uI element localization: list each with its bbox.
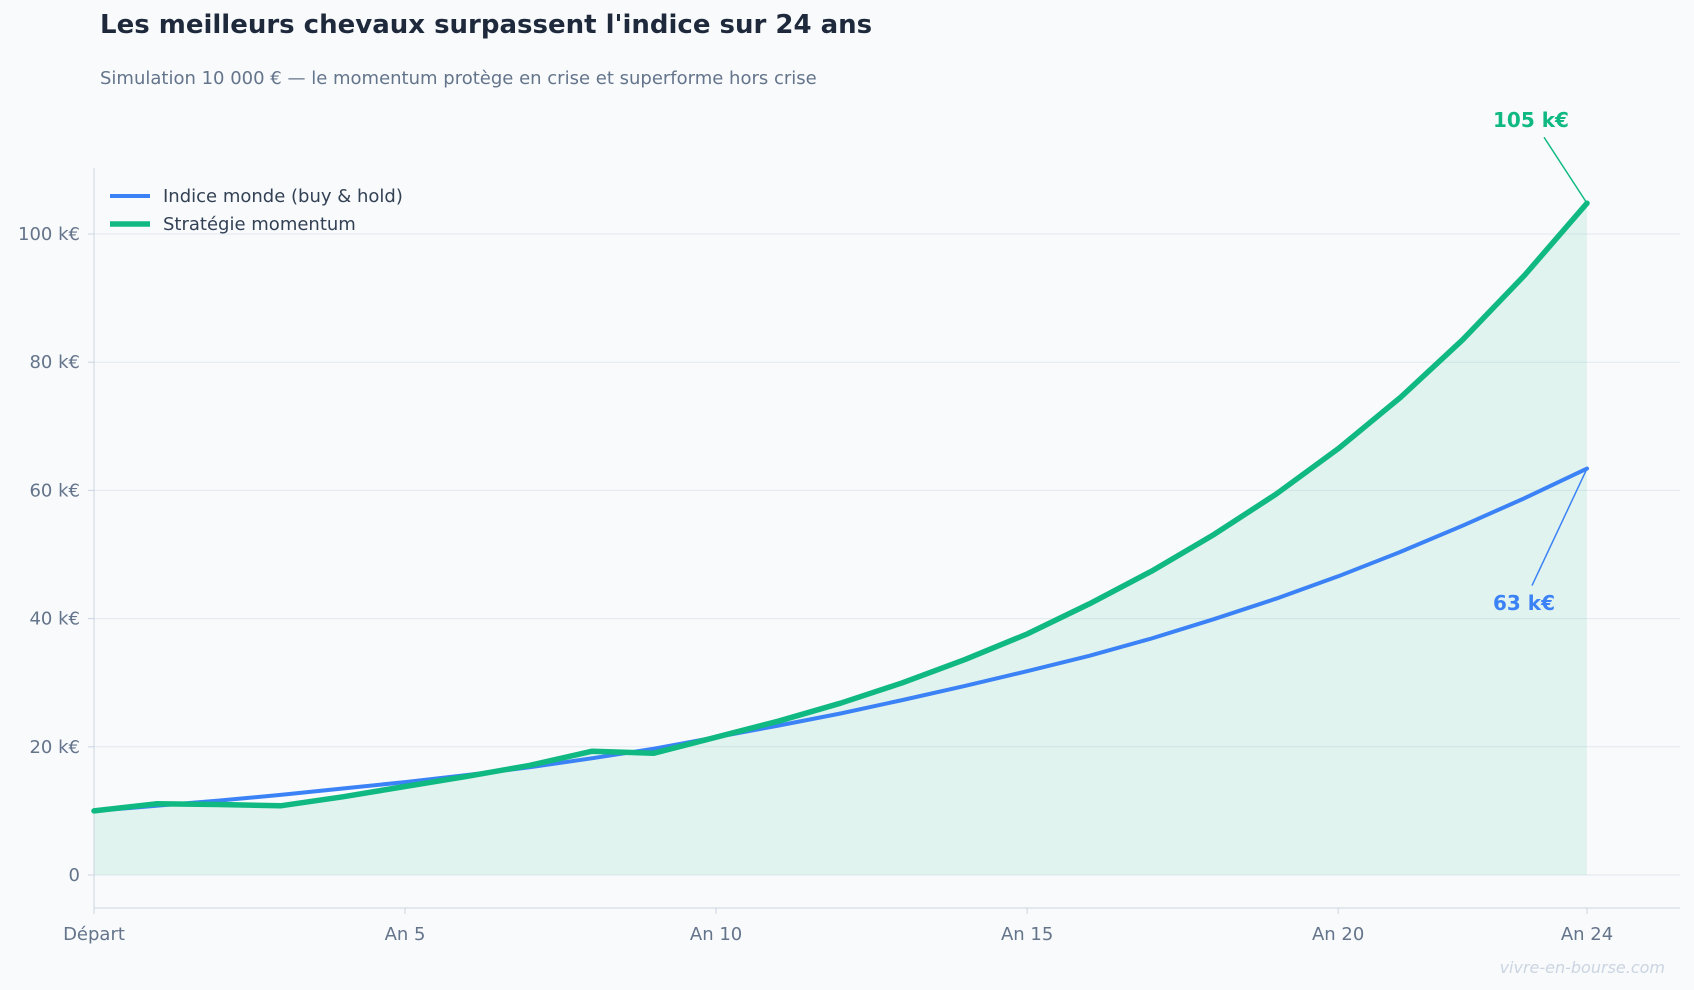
index-annotation: 63 k€ [1493,591,1555,615]
legend-label: Indice monde (buy & hold) [163,186,403,207]
index-series-line [92,466,1589,813]
chart-title: Les meilleurs chevaux surpassent l'indic… [100,10,873,40]
x-tick-label: An 24 [1561,924,1613,945]
annotations: 105 k€ 63 k€ [1493,108,1588,615]
x-tick-label: Départ [63,924,125,945]
series-lines [91,200,1590,814]
area-fill [94,203,1587,875]
index-annotation-arrow [1531,468,1588,586]
y-tick-label: 100 k€ [18,224,80,245]
y-tick-label: 0 [69,865,80,886]
x-tick-label: An 20 [1312,924,1364,945]
momentum-annotation: 105 k€ [1493,108,1569,132]
x-tick-label: An 10 [690,924,742,945]
x-tick-label: An 15 [1001,924,1053,945]
momentum-area [94,203,1587,875]
watermark: vivre-en-bourse.com [1500,958,1665,977]
y-tick-label: 20 k€ [29,737,80,758]
y-tick-label: 60 k€ [29,480,80,501]
grid-lines [94,233,1680,876]
legend-label: Stratégie momentum [163,214,356,235]
y-tick-label: 40 k€ [29,609,80,630]
legend: Indice monde (buy & hold) Stratégie momen… [110,186,403,235]
momentum-series-line [91,200,1590,814]
momentum-annotation-arrow [1543,136,1588,204]
y-tick-label: 80 k€ [29,352,80,373]
chart-subtitle: Simulation 10 000 € — le momentum protèg… [100,68,817,89]
axes: 0 20 k€ 40 k€ 60 k€ 80 k€ 100 k€ Départ An 5 An … [18,168,1680,945]
x-tick-label: An 5 [385,924,426,945]
